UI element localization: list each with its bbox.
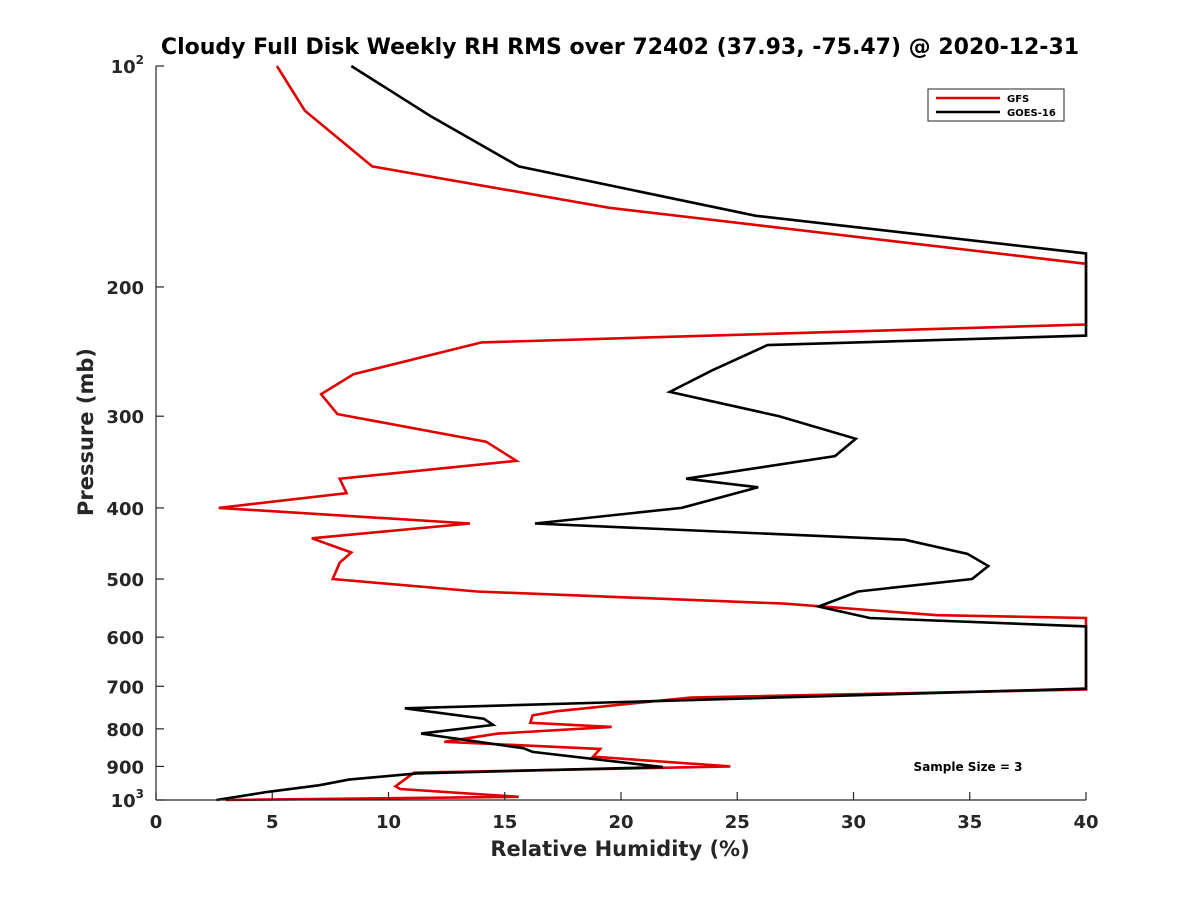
y-tick-label: 300 (106, 407, 144, 428)
x-tick-label: 35 (957, 812, 982, 833)
y-tick-label: 900 (106, 757, 144, 778)
x-tick-label: 20 (608, 812, 633, 833)
y-tick-label: 800 (106, 720, 144, 741)
y-tick-label: 600 (106, 628, 144, 649)
plot-lines (216, 64, 1088, 802)
y-tick-label: 500 (106, 570, 144, 591)
x-tick-label: 10 (376, 812, 401, 833)
x-tick-label: 25 (725, 812, 750, 833)
sample-size-annotation: Sample Size = 3 (914, 760, 1023, 774)
legend-label: GFS (1007, 94, 1029, 105)
x-tick-label: 5 (266, 812, 279, 833)
legend: GFS GOES-16 (927, 88, 1065, 122)
series-line-gfs (218, 65, 1088, 802)
tick-labels: 0 5 10 15 20 25 30 35 40 102 200 300 400 500 600 700 800… (106, 53, 1098, 833)
y-tick-label: 400 (106, 499, 144, 520)
x-axis-label: Relative Humidity (%) (490, 837, 749, 861)
series-line-goes-16 (216, 64, 1088, 802)
legend-box (927, 88, 1065, 122)
y-tick-label: 103 (111, 787, 144, 812)
x-tick-label: 30 (841, 812, 866, 833)
y-tick-label: 200 (106, 278, 144, 299)
y-tick-label: 700 (106, 677, 144, 698)
x-tick-label: 15 (492, 812, 517, 833)
y-tick-label: 102 (111, 53, 144, 78)
x-tick-label: 40 (1073, 812, 1098, 833)
axes (155, 65, 1087, 801)
legend-label: GOES-16 (1007, 108, 1056, 119)
y-axis-label: Pressure (mb) (74, 348, 98, 516)
x-tick-label: 0 (150, 812, 163, 833)
chart-title: Cloudy Full Disk Weekly RH RMS over 7240… (161, 35, 1079, 60)
